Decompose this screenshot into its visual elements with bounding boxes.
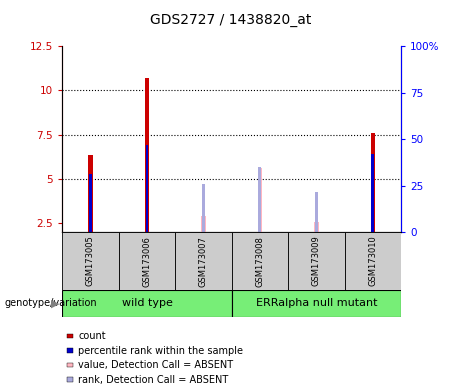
- Bar: [259, 167, 261, 232]
- Text: wild type: wild type: [122, 298, 172, 308]
- Bar: [146, 146, 148, 232]
- Text: percentile rank within the sample: percentile rank within the sample: [78, 346, 243, 356]
- Text: rank, Detection Call = ABSENT: rank, Detection Call = ABSENT: [78, 375, 228, 384]
- Text: GSM173010: GSM173010: [368, 236, 378, 286]
- Text: GDS2727 / 1438820_at: GDS2727 / 1438820_at: [150, 13, 311, 27]
- Text: value, Detection Call = ABSENT: value, Detection Call = ABSENT: [78, 360, 233, 370]
- Text: GSM173007: GSM173007: [199, 236, 208, 286]
- Text: count: count: [78, 331, 106, 341]
- Bar: [315, 192, 318, 232]
- Bar: [371, 133, 375, 232]
- Bar: [202, 184, 205, 232]
- Bar: [344, 232, 401, 290]
- Text: GSM173008: GSM173008: [255, 236, 265, 286]
- Text: ERRalpha null mutant: ERRalpha null mutant: [255, 298, 377, 308]
- Text: GSM173005: GSM173005: [86, 236, 95, 286]
- Bar: [258, 169, 262, 232]
- Bar: [288, 232, 344, 290]
- Bar: [201, 216, 206, 232]
- Bar: [89, 174, 92, 232]
- Bar: [88, 155, 93, 232]
- Bar: [175, 232, 231, 290]
- Bar: [231, 232, 288, 290]
- Text: ▶: ▶: [51, 298, 59, 308]
- Text: GSM173009: GSM173009: [312, 236, 321, 286]
- Bar: [62, 290, 231, 317]
- Bar: [62, 232, 118, 290]
- Text: GSM173006: GSM173006: [142, 236, 152, 286]
- Bar: [314, 222, 319, 232]
- Bar: [145, 78, 149, 232]
- Bar: [372, 154, 374, 232]
- Text: genotype/variation: genotype/variation: [5, 298, 97, 308]
- Bar: [231, 290, 401, 317]
- Bar: [118, 232, 175, 290]
